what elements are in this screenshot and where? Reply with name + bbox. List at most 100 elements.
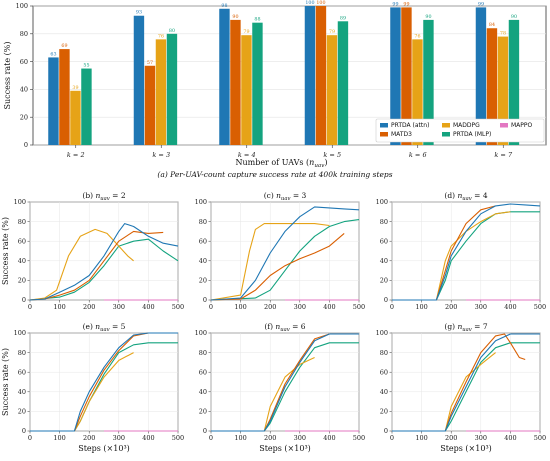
bar-chart: 0 20 40 60 80 100 k = 2 63 69 39 55 k = 3 93 57 76 80 k …: [3, 0, 547, 169]
subplot-frame: [391, 201, 541, 301]
subplot-y-tick-label: 20: [199, 408, 207, 416]
bar-x-tick-label: k = 5: [323, 151, 341, 159]
subplot-x-tick-label: 200: [445, 434, 457, 442]
subplot-x-tick-label: 500: [353, 303, 365, 311]
legend-label: PRTDA (attn): [391, 122, 429, 129]
bar-data-label: 76: [414, 33, 420, 39]
legend-label: MAPPO: [511, 122, 533, 129]
bar-x-tick-label: k = 7: [494, 151, 513, 159]
bar-data-label: 39: [72, 85, 78, 91]
subplot-x-tick-label: 400: [323, 434, 335, 442]
subplot-y-tick-label: 0: [22, 427, 26, 435]
legend-swatch: [442, 132, 450, 137]
subplot-y-tick-label: 20: [18, 408, 26, 416]
subplot-y-tick-label: 40: [18, 388, 26, 396]
subplot-x-tick-label: 100: [415, 434, 427, 442]
bar: [475, 7, 487, 146]
subplot-y-tick-label: 100: [376, 329, 388, 337]
bar-x-tick-label: k = 6: [409, 151, 427, 159]
subplot-y-tick-label: 40: [380, 388, 388, 396]
subplot-frame: [210, 201, 360, 301]
bar-data-label: 80: [169, 28, 175, 34]
bar: [133, 15, 145, 146]
subplot-x-tick-label: 400: [142, 434, 154, 442]
bar-data-label: 55: [83, 63, 89, 69]
bar: [315, 6, 327, 145]
subplot-y-tick-label: 60: [18, 237, 26, 245]
subplot-x-tick-label: 400: [504, 434, 516, 442]
bar-data-label: 93: [136, 10, 142, 16]
subplot-y-tick-label: 60: [380, 237, 388, 245]
bar: [337, 21, 349, 145]
subplot-x-tick-label: 100: [415, 303, 427, 311]
subplot-x-tick-label: 500: [172, 434, 184, 442]
subplot-y-tick-label: 40: [199, 388, 207, 396]
subplot-x-tick-label: 500: [534, 303, 546, 311]
line-subplot: 0 20 40 60 80 100 0 100 200 300 400 500 (g) nuav​ = …: [376, 322, 547, 453]
subplot-x-tick-label: 200: [264, 434, 276, 442]
subplot-x-tick-label: 200: [83, 303, 95, 311]
bar-y-axis-label: Success rate (%): [3, 41, 12, 109]
bar-data-label: 79: [329, 29, 335, 35]
subplot-frame: [29, 332, 179, 432]
line-subplot: 0 20 40 60 80 100 0 100 200 300 400 500 (e) nuav​ = …: [1, 322, 184, 453]
legend-label: MADDPG: [453, 122, 480, 129]
legend-label: MATD3: [391, 131, 412, 138]
subplot-y-tick-label: 80: [199, 349, 207, 357]
subplot-x-tick-label: 100: [234, 303, 246, 311]
series-line: [30, 332, 178, 432]
bar-x-tick-label: k = 4: [238, 151, 256, 159]
bar-x-tick-label: k = 3: [152, 151, 170, 159]
series-line: [211, 333, 359, 432]
subplot-x-tick-label: 0: [28, 303, 32, 311]
subplot-y-tick-label: 20: [199, 277, 207, 285]
subplot-y-tick-label: 100: [195, 329, 207, 337]
subplot-title: (c) nuav​ = 3: [264, 191, 307, 202]
bar: [252, 22, 263, 145]
subplot-y-axis-label: Success rate (%): [1, 348, 10, 416]
line-subplot: 0 20 40 60 80 100 0 100 200 300 400 500 (c) nuav​ = …: [195, 191, 366, 311]
bar-legend: PRTDA (attn) MATD3 MADDPG PRTDA (MLP) MAPPO: [375, 118, 545, 143]
subplot-y-tick-label: 80: [380, 218, 388, 226]
bar: [219, 8, 230, 146]
subplot-title: (b) nuav​ = 2: [82, 191, 125, 202]
subplot-x-tick-label: 0: [28, 434, 32, 442]
bar-data-label: 90: [425, 14, 431, 20]
bar: [144, 65, 156, 145]
subplot-y-tick-label: 100: [14, 329, 26, 337]
subplot-x-tick-label: 500: [172, 303, 184, 311]
subplot-y-tick-label: 60: [18, 368, 26, 376]
bar-y-tick-label: 40: [20, 86, 28, 94]
subplot-x-tick-label: 100: [234, 434, 246, 442]
bar-y-tick-label: 60: [20, 58, 28, 66]
legend-swatch: [442, 123, 450, 128]
subplot-x-axis-label: Steps (×10³): [259, 444, 311, 453]
bar: [304, 6, 316, 145]
subplot-x-tick-label: 400: [323, 303, 335, 311]
subplot-y-tick-label: 60: [380, 368, 388, 376]
legend-label: PRTDA (MLP): [453, 131, 491, 138]
bar-y-tick-label: 100: [16, 2, 28, 10]
subplot-x-tick-label: 400: [504, 303, 516, 311]
bar: [423, 19, 434, 145]
series-line: [210, 206, 360, 301]
subplot-x-tick-label: 0: [209, 303, 213, 311]
bar: [155, 39, 167, 145]
bar-data-label: 88: [254, 17, 260, 23]
subplot-x-tick-label: 300: [294, 434, 306, 442]
bar-y-tick-label: 80: [20, 30, 28, 38]
series-line: [210, 223, 330, 301]
series-line: [29, 230, 164, 301]
subplot-y-tick-label: 0: [384, 427, 388, 435]
bar: [326, 35, 338, 145]
subplot-x-tick-label: 0: [390, 434, 394, 442]
subplot-frame: [210, 332, 360, 432]
series-line: [392, 211, 540, 301]
subplot-x-tick-label: 100: [53, 434, 65, 442]
subplot-x-tick-label: 0: [390, 303, 394, 311]
bar-data-label: 89: [340, 15, 346, 21]
subplot-x-axis-label: Steps (×10³): [440, 444, 492, 453]
bar-data-label: 90: [511, 14, 517, 20]
subplot-frame: [29, 201, 179, 301]
